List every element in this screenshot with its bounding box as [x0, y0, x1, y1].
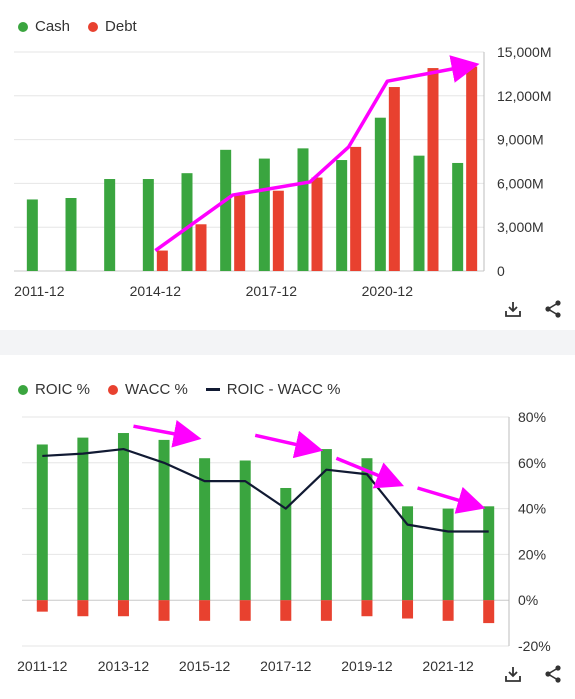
cash-bar — [220, 149, 232, 271]
roic-bar — [117, 433, 129, 601]
x-tick-label: 2019-12 — [341, 658, 393, 674]
cash-bar — [297, 148, 309, 271]
legend-label-roic: ROIC % — [35, 381, 91, 398]
download-icon[interactable] — [503, 664, 523, 684]
cash-bar — [374, 117, 386, 271]
legend-roic-wacc: ROIC % WACC % ROIC - WACC % — [18, 381, 340, 398]
y-tick-label: 12,000M — [497, 88, 551, 104]
legend-item-roic[interactable]: ROIC % — [18, 381, 90, 398]
trend-arrow — [133, 419, 202, 448]
roic-bar — [36, 444, 48, 601]
download-icon[interactable] — [503, 299, 523, 319]
cash-bar — [413, 155, 425, 271]
roic-bar — [442, 508, 454, 601]
wacc-bar — [117, 600, 129, 617]
debt-bar — [466, 66, 478, 271]
debt-bar — [272, 190, 284, 271]
y-tick-label: 20% — [518, 546, 546, 562]
share-icon[interactable] — [543, 664, 563, 684]
roic-bar — [320, 449, 332, 601]
y-tick-label: 9,000M — [497, 132, 544, 148]
roic-bar — [361, 458, 373, 601]
wacc-bar — [280, 600, 292, 621]
y-tick-label: 40% — [518, 501, 546, 517]
debt-bar — [156, 250, 168, 271]
cash-bar — [65, 198, 77, 271]
legend-item-debt[interactable]: Debt — [88, 18, 137, 35]
x-tick-label: 2013-12 — [98, 658, 150, 674]
share-icon[interactable] — [543, 299, 563, 319]
cash-bar — [104, 179, 116, 271]
roic-wacc-panel: ROIC % WACC % ROIC - WACC % -20% 0% 20% 40%… — [0, 355, 575, 699]
legend-label-debt: Debt — [105, 18, 137, 35]
legend-dot-debt — [88, 21, 99, 32]
legend-item-roic-minus-wacc[interactable]: ROIC - WACC % — [205, 381, 341, 398]
cash-bar — [181, 173, 193, 271]
cash-bar — [258, 158, 270, 271]
x-tick-label: 2015-12 — [179, 658, 231, 674]
roic-bar — [280, 487, 292, 601]
roic-bar — [77, 437, 89, 601]
debt-bar — [427, 68, 439, 271]
cash-bar — [452, 162, 464, 271]
y-tick-label: 60% — [518, 455, 546, 471]
x-tick-label: 2011-12 — [14, 283, 65, 299]
wacc-bar — [483, 600, 495, 624]
trend-arrow — [417, 486, 486, 514]
wacc-bar — [320, 600, 332, 621]
cash-debt-chart: 0 3,000M 6,000M 9,000M 12,000M 15,000M 2011-12… — [14, 44, 551, 299]
wacc-bar — [199, 600, 211, 621]
y-tick-label: 6,000M — [497, 175, 544, 191]
wacc-bar — [442, 600, 454, 621]
y-tick-label: 15,000M — [497, 44, 551, 60]
legend-label-wacc: WACC % — [125, 381, 188, 398]
cash-bar — [142, 179, 154, 271]
trend-arrow — [254, 430, 324, 459]
cash-bar — [336, 160, 348, 271]
y-tick-label: 0 — [497, 263, 505, 279]
x-tick-label: 2020-12 — [362, 283, 414, 299]
legend-label-cash: Cash — [35, 18, 71, 35]
y-tick-label: 80% — [518, 409, 546, 425]
roic-bar — [158, 439, 170, 601]
y-tick-label: -20% — [518, 638, 551, 654]
cash-debt-panel: Cash Debt 0 3,000M 6,000M 9,000M 12,000M 15,0… — [0, 0, 575, 330]
x-tick-label: 2014-12 — [130, 283, 182, 299]
roic-bar — [239, 460, 251, 601]
x-tick-label: 2017-12 — [246, 283, 298, 299]
legend-dot-cash — [18, 21, 28, 32]
y-tick-label: 3,000M — [497, 219, 544, 235]
legend-line-roic-minus-wacc — [205, 388, 220, 391]
debt-bar — [388, 87, 400, 271]
roic-minus-wacc-line — [42, 447, 489, 533]
wacc-bar — [158, 600, 170, 621]
x-tick-label: 2017-12 — [260, 658, 312, 674]
legend-cash-debt: Cash Debt — [18, 18, 137, 35]
x-tick-label: 2011-12 — [17, 658, 68, 674]
roic-wacc-chart: -20% 0% 20% 40% 60% 80% 2011-12 2013-12 2015-12 2… — [17, 409, 551, 674]
debt-bar — [234, 195, 246, 271]
wacc-bar — [239, 600, 251, 621]
legend-item-wacc[interactable]: WACC % — [108, 381, 188, 398]
debt-bar — [311, 177, 323, 271]
wacc-bar — [36, 600, 48, 612]
debt-bar — [350, 146, 362, 271]
y-tick-label: 0% — [518, 592, 538, 608]
legend-dot-roic — [18, 384, 28, 395]
roic-bar — [402, 506, 414, 601]
legend-dot-wacc — [108, 384, 119, 395]
roic-bar — [199, 458, 211, 601]
trend-arrow — [335, 456, 405, 489]
wacc-bar — [77, 600, 89, 617]
x-tick-label: 2021-12 — [422, 658, 474, 674]
panel-separator — [0, 330, 575, 355]
legend-item-cash[interactable]: Cash — [18, 18, 70, 35]
wacc-bar — [361, 600, 373, 617]
wacc-bar — [402, 600, 414, 619]
debt-bar — [195, 224, 207, 271]
trend-arrow — [154, 55, 480, 252]
cash-bar — [26, 199, 38, 271]
roic-bar — [483, 506, 495, 601]
legend-label-roic-minus-wacc: ROIC - WACC % — [226, 381, 341, 398]
